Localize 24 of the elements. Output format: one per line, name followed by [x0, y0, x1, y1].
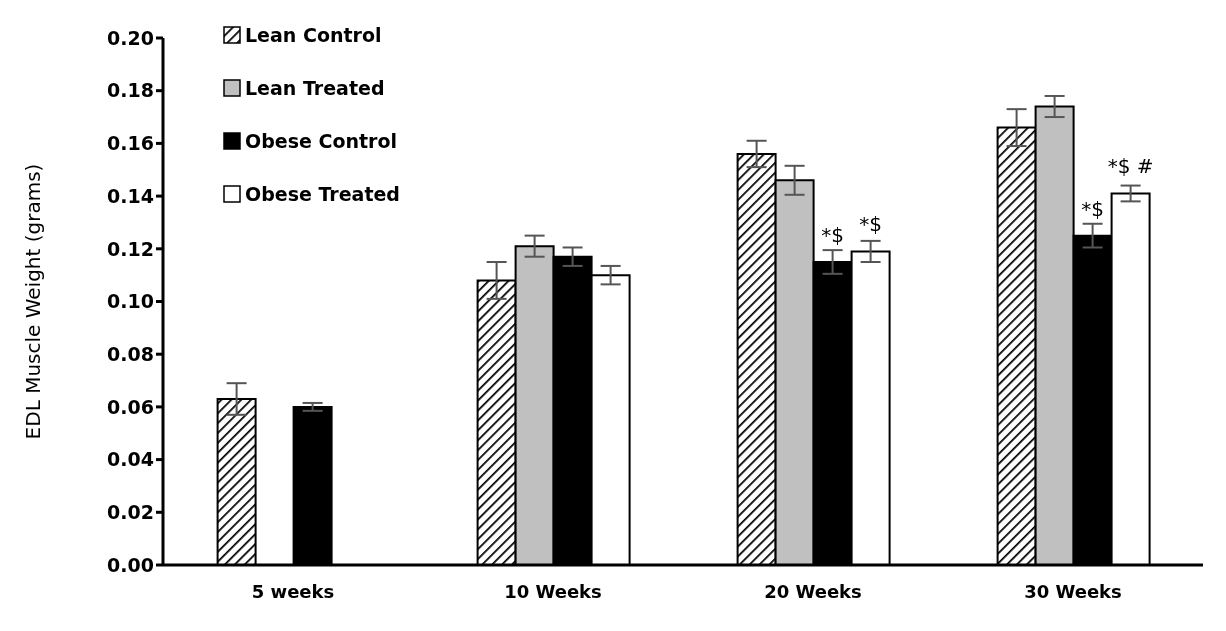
legend-label: Lean Treated [245, 76, 385, 99]
data-label: *$ [859, 212, 882, 237]
legend-label: Obese Control [245, 129, 397, 152]
data-label: *$ [821, 222, 844, 247]
legend-label: Obese Treated [245, 182, 400, 205]
y-tick-label: 0.12 [107, 237, 154, 260]
y-tick-label: 0.18 [107, 79, 154, 102]
y-tick-label: 0.20 [107, 26, 154, 49]
y-tick-label: 0.00 [107, 553, 154, 576]
x-tick-label: 5 weeks [251, 580, 335, 602]
x-tick-label: 10 Weeks [504, 580, 602, 602]
data-label: *$ [1081, 196, 1104, 221]
data-label: *$ # [1107, 154, 1154, 179]
y-tick-label: 0.16 [107, 132, 154, 155]
y-tick-label: 0.08 [107, 342, 154, 365]
y-tick-label: 0.04 [107, 448, 154, 471]
x-tick-label: 30 Weeks [1024, 580, 1122, 602]
y-tick-label: 0.02 [107, 501, 154, 524]
x-tick-label: 20 Weeks [764, 580, 862, 602]
y-tick-label: 0.14 [107, 184, 154, 207]
y-tick-label: 0.10 [107, 290, 154, 313]
legend-label: Lean Control [245, 23, 382, 46]
y-axis-title: EDL Muscle Weight (grams) [21, 163, 46, 440]
y-tick-label: 0.06 [107, 395, 154, 418]
